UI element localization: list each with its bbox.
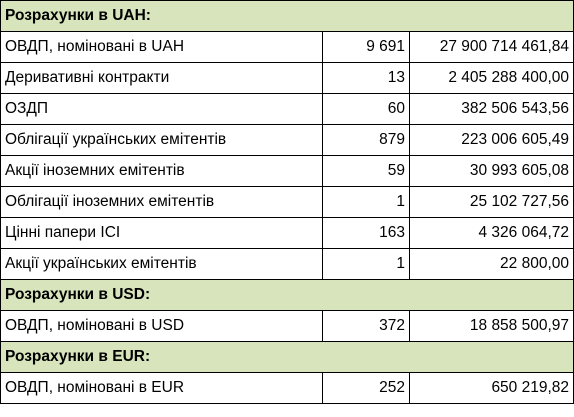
table-row: Деривативні контракти 13 2 405 288 400,0… <box>0 62 574 94</box>
settlement-amount: 2 405 288 400,00 <box>408 62 574 94</box>
settlement-amount: 27 900 714 461,84 <box>408 31 574 63</box>
section-title: Розрахунки в UAH: <box>0 0 574 32</box>
deal-count: 60 <box>322 93 410 125</box>
section-header-usd: Розрахунки в USD: <box>0 279 574 311</box>
settlement-amount: 30 993 605,08 <box>408 155 574 187</box>
settlement-amount: 25 102 727,56 <box>408 186 574 218</box>
table-row: ОВДП, номіновані в USD 372 18 858 500,97 <box>0 310 574 342</box>
table-row: Цінні папери ІСІ 163 4 326 064,72 <box>0 217 574 249</box>
instrument-name: ОВДП, номіновані в EUR <box>0 372 323 404</box>
instrument-name: Облігації українських емітентів <box>0 124 323 156</box>
instrument-name: Облігації іноземних емітентів <box>0 186 323 218</box>
settlement-amount: 22 800,00 <box>408 248 574 280</box>
instrument-name: Цінні папери ІСІ <box>0 217 323 249</box>
table-row: Облігації іноземних емітентів 1 25 102 7… <box>0 186 574 218</box>
instrument-name: ОЗДП <box>0 93 323 125</box>
table-row: Облігації українських емітентів 879 223 … <box>0 124 574 156</box>
deal-count: 372 <box>322 310 410 342</box>
instrument-name: ОВДП, номіновані в UAH <box>0 31 323 63</box>
section-title: Розрахунки в EUR: <box>0 341 574 373</box>
deal-count: 879 <box>322 124 410 156</box>
settlement-amount: 4 326 064,72 <box>408 217 574 249</box>
section-title: Розрахунки в USD: <box>0 279 574 311</box>
deal-count: 1 <box>322 186 410 218</box>
deal-count: 252 <box>322 372 410 404</box>
deal-count: 1 <box>322 248 410 280</box>
instrument-name: Акції іноземних емітентів <box>0 155 323 187</box>
deal-count: 13 <box>322 62 410 94</box>
table-row: ОЗДП 60 382 506 543,56 <box>0 93 574 125</box>
deal-count: 163 <box>322 217 410 249</box>
settlement-amount: 223 006 605,49 <box>408 124 574 156</box>
table-row: ОВДП, номіновані в EUR 252 650 219,82 <box>0 372 574 404</box>
table-row: ОВДП, номіновані в UAH 9 691 27 900 714 … <box>0 31 574 63</box>
settlement-amount: 650 219,82 <box>408 372 574 404</box>
settlements-table: Розрахунки в UAH: ОВДП, номіновані в UAH… <box>0 0 574 404</box>
section-header-uah: Розрахунки в UAH: <box>0 0 574 32</box>
instrument-name: Акції українських емітентів <box>0 248 323 280</box>
deal-count: 9 691 <box>322 31 410 63</box>
instrument-name: ОВДП, номіновані в USD <box>0 310 323 342</box>
section-header-eur: Розрахунки в EUR: <box>0 341 574 373</box>
deal-count: 59 <box>322 155 410 187</box>
instrument-name: Деривативні контракти <box>0 62 323 94</box>
settlements-table-body: Розрахунки в UAH: ОВДП, номіновані в UAH… <box>0 0 574 404</box>
table-row: Акції українських емітентів 1 22 800,00 <box>0 248 574 280</box>
table-row: Акції іноземних емітентів 59 30 993 605,… <box>0 155 574 187</box>
settlement-amount: 382 506 543,56 <box>408 93 574 125</box>
settlement-amount: 18 858 500,97 <box>408 310 574 342</box>
